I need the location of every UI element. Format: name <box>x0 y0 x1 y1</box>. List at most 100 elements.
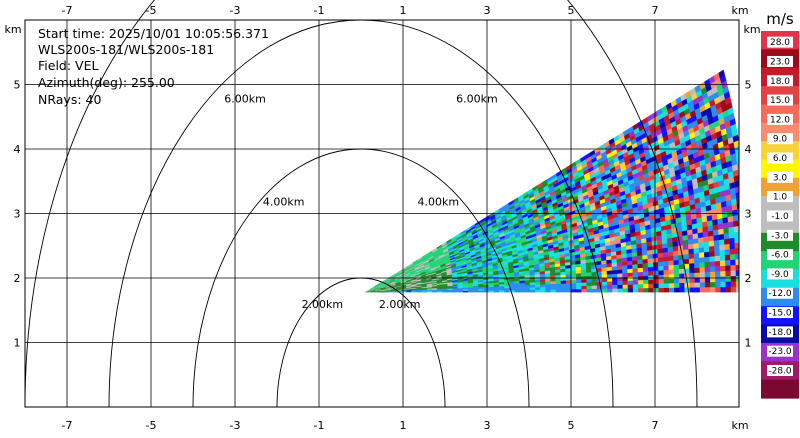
range-gate <box>591 288 598 293</box>
range-gate <box>662 256 669 262</box>
range-gate <box>704 266 711 273</box>
range-gate <box>740 253 745 259</box>
range-gate <box>694 262 700 269</box>
range-gate <box>714 244 720 252</box>
range-gate <box>698 251 705 258</box>
colorbar-tick-label: -1.0 <box>771 212 789 222</box>
colorbar-label-bg <box>767 55 793 67</box>
range-gate <box>703 246 710 253</box>
range-gate <box>622 268 628 274</box>
range-gate <box>745 247 750 253</box>
field-text: Field: VEL <box>38 58 98 73</box>
range-gate <box>565 282 572 287</box>
colorbar-label-bg <box>767 229 793 241</box>
range-gate <box>720 281 726 288</box>
range-gate <box>740 247 745 253</box>
x-tick-label-bottom: -5 <box>146 419 157 432</box>
range-gate <box>514 289 520 293</box>
colorbar-unit: m/s <box>766 10 794 28</box>
range-ring-label-right: 2.00km <box>379 298 421 311</box>
range-gate <box>710 286 716 293</box>
y-tick-label-left: 3 <box>14 208 21 221</box>
range-gate <box>723 232 730 240</box>
range-gate <box>723 238 730 245</box>
range-gate <box>653 283 660 289</box>
range-gate <box>719 244 725 251</box>
range-gate <box>674 278 680 284</box>
range-gate <box>632 263 638 269</box>
range-gate <box>632 267 639 273</box>
range-gate <box>581 288 587 293</box>
range-gate <box>565 288 572 293</box>
colorbar-label-bg <box>767 133 793 145</box>
range-gate <box>730 259 736 266</box>
range-gate <box>529 289 536 293</box>
range-gate <box>570 279 577 284</box>
colorbar-swatch <box>761 379 799 399</box>
range-gate <box>648 287 654 293</box>
x-tick-label-top: 5 <box>568 4 575 17</box>
range-gate <box>642 266 649 272</box>
range-gate <box>637 263 644 269</box>
range-gate <box>738 174 739 179</box>
velocity-sector <box>365 69 750 293</box>
range-gate <box>586 275 592 280</box>
range-gate <box>694 282 701 288</box>
range-gate <box>519 289 526 293</box>
x-tick-label-bottom: 1 <box>400 419 407 432</box>
x-tick-label-bottom: -1 <box>314 419 325 432</box>
range-gate <box>565 285 572 290</box>
range-gate <box>596 285 603 289</box>
range-gate <box>689 282 696 288</box>
range-gate <box>715 271 721 277</box>
x-tick-label-bottom: -3 <box>230 419 241 432</box>
range-gate <box>704 281 711 288</box>
range-gate <box>699 281 706 288</box>
range-gate <box>734 236 739 244</box>
range-gate <box>724 254 731 261</box>
range-gate <box>729 242 736 250</box>
range-gate <box>740 236 745 242</box>
range-gate <box>709 255 716 262</box>
range-gate <box>534 284 541 288</box>
range-gate <box>632 271 639 277</box>
range-gate <box>730 264 737 271</box>
range-gate <box>622 280 629 285</box>
range-gate <box>591 285 598 290</box>
range-gate <box>744 224 750 230</box>
range-gate <box>601 281 608 286</box>
range-gate <box>718 238 725 246</box>
range-gate <box>693 257 700 264</box>
range-gate <box>657 256 664 263</box>
range-gate <box>703 241 710 248</box>
range-gate <box>612 284 618 289</box>
range-gate <box>713 234 720 241</box>
range-gate <box>617 284 623 289</box>
colorbar-label-bg <box>767 36 793 48</box>
range-gate <box>688 243 694 250</box>
range-gate <box>617 280 623 285</box>
range-gate <box>662 251 669 258</box>
colorbar-label-bg <box>767 345 793 357</box>
range-gate <box>601 277 608 282</box>
range-gate <box>736 197 739 205</box>
range-gate <box>524 284 531 288</box>
range-gate <box>689 287 696 293</box>
range-gate <box>535 286 541 290</box>
range-gate <box>720 286 727 293</box>
range-gate <box>694 287 701 293</box>
range-gate <box>540 286 546 290</box>
range-gate <box>493 288 500 291</box>
grid <box>25 20 739 407</box>
range-gate <box>606 270 613 275</box>
range-gate <box>693 247 700 254</box>
range-gate <box>734 186 739 194</box>
range-gate <box>550 283 556 287</box>
range-gate <box>611 265 618 271</box>
range-gate <box>709 261 716 267</box>
colorbar-label-bg <box>767 210 793 222</box>
range-gate <box>565 279 572 284</box>
range-gate <box>682 244 689 251</box>
range-gate <box>529 286 536 290</box>
range-gate <box>663 260 669 266</box>
